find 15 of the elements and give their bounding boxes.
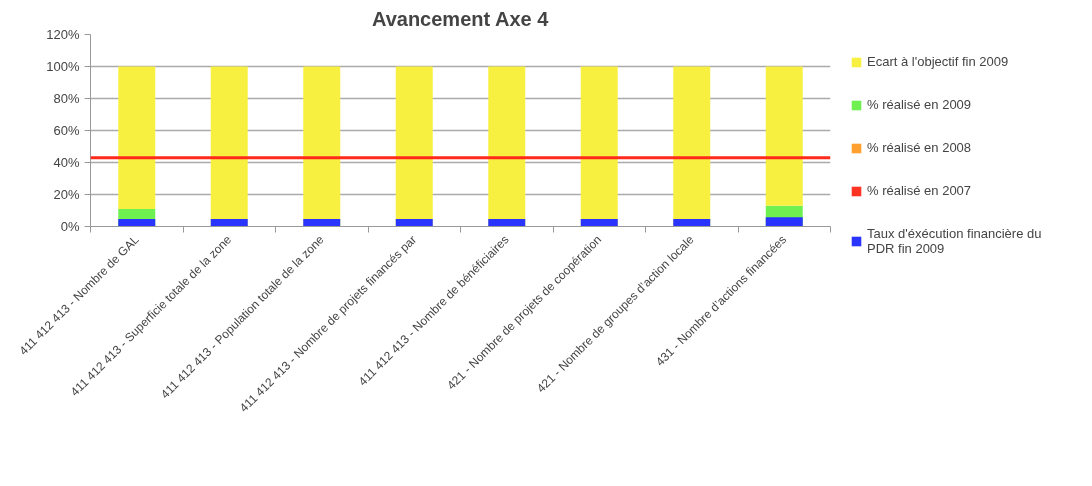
legend-label: Taux d'éxécution financière du PDR fin 2009 <box>867 226 1042 256</box>
legend-label: % réalisé en 2009 <box>867 97 972 112</box>
legend-label: Ecart à l'objectif fin 2009 <box>867 54 1009 69</box>
bar <box>118 66 156 209</box>
legend-label: % réalisé en 2007 <box>867 183 972 198</box>
legend-label: % réalisé en 2008 <box>867 140 972 155</box>
y-tick-label: 0% <box>60 219 80 234</box>
y-tick-label: 80% <box>53 91 80 106</box>
y-tick-label: 120% <box>46 27 80 42</box>
y-tick-label: 100% <box>46 59 80 74</box>
chart-title: Avancement Axe 4 <box>371 7 550 30</box>
bar <box>765 66 803 206</box>
y-tick-label: 20% <box>53 187 80 202</box>
y-tick-label: 60% <box>53 123 80 138</box>
y-tick-label: 40% <box>53 155 80 170</box>
